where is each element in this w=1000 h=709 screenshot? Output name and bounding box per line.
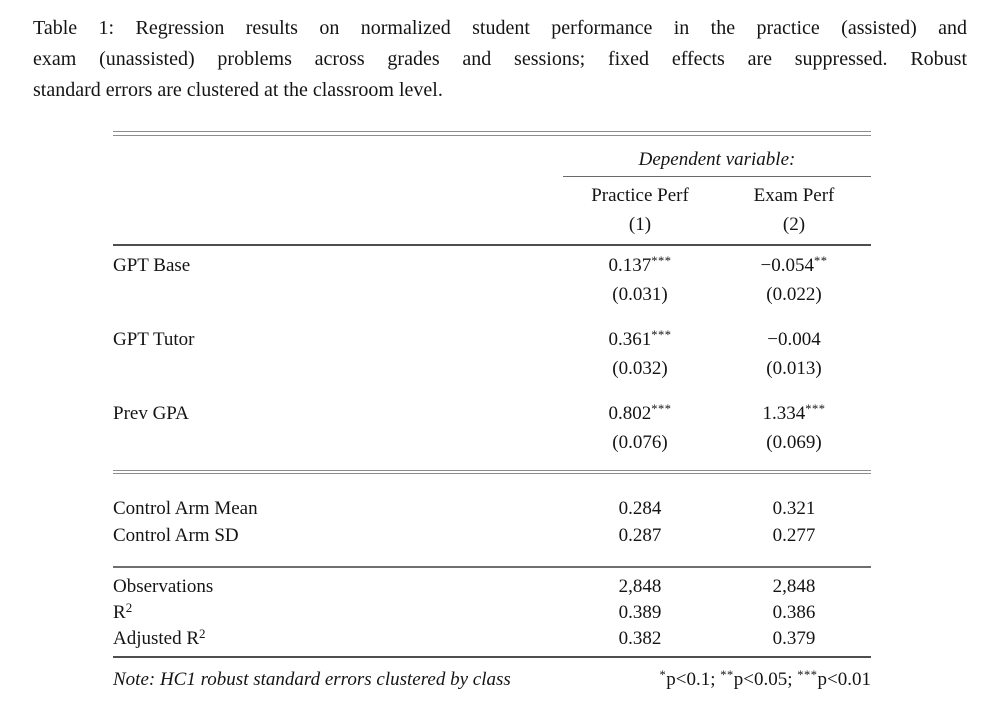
table-row-control-arm-sd: Control Arm SD 0.287 0.277 [113,522,871,549]
coef-label: GPT Tutor [113,328,195,350]
estimate: 0.361*** [563,326,717,355]
coef-cell: 0.137*** (0.031) [563,252,717,309]
std-error: (0.076) [612,431,668,453]
column-header-exam-perf: Exam Perf [753,184,835,206]
significance-text: p<0.1; [666,668,721,690]
significance-text: p<0.05; [733,668,798,690]
coef-row-gpt-base: GPT Base 0.137*** (0.031) −0.054** (0.02… [113,252,871,309]
row-label: Observations [113,574,563,600]
significance-stars: ** [720,667,734,682]
estimate-value: 0.137 [608,254,652,276]
significance-stars: *** [651,401,672,416]
significance-stars: * [659,667,667,682]
significance-stars: ** [813,253,828,268]
row-label-superscript: 2 [199,625,206,641]
table-row-observations: Observations 2,848 2,848 [113,574,871,600]
table-bottom-rule [113,655,871,658]
table-caption: Table 1: Regression results on normalize… [33,13,967,106]
cell-value: 2,848 [772,575,816,597]
coef-cell: −0.004 (0.013) [717,326,871,383]
mid-double-rule [113,469,871,474]
estimate: 0.802*** [563,400,717,429]
summary-bottom-rule [113,566,871,568]
std-error: (0.032) [612,357,668,379]
std-error: (0.069) [766,431,822,453]
column-header-spacer [113,184,563,208]
significance-text: p<0.01 [817,668,871,690]
column-number-spacer [113,213,563,237]
table-top-double-rule [113,131,871,136]
estimate-value: −0.004 [767,328,821,350]
row-label-superscript: 2 [125,599,133,615]
row-label: Control Arm SD [113,525,239,546]
caption-line-3: standard errors are clustered at the cla… [33,79,443,101]
significance-stars: *** [797,667,818,682]
cell-value: 0.386 [772,601,816,623]
coef-cell: 0.361*** (0.032) [563,326,717,383]
estimate-value: 0.361 [608,328,652,350]
cell-value: 0.287 [618,525,662,546]
caption-line-2: exam (unassisted) problems across grades… [33,48,967,70]
table-note: Note: HC1 robust standard errors cluster… [113,668,511,690]
row-label-text: Observations [113,575,214,597]
table-row-r-squared: R2 0.389 0.386 [113,600,871,626]
estimate-value: 0.802 [608,402,652,424]
estimate: 0.137*** [563,252,717,281]
row-label-text: R [113,601,126,623]
cell-value: 0.382 [618,627,662,649]
estimate-value: 1.334 [762,402,806,424]
significance-stars: *** [651,253,672,268]
caption-line-1: Table 1: Regression results on normalize… [33,17,967,39]
std-error: (0.031) [612,283,668,305]
dependent-variable-header: Dependent variable: [563,149,871,177]
row-label: Control Arm Mean [113,498,258,519]
column-header-practice-perf: Practice Perf [591,184,689,206]
coef-row-prev-gpa: Prev GPA 0.802*** (0.076) 1.334*** (0.06… [113,400,871,457]
coef-row-gpt-tutor: GPT Tutor 0.361*** (0.032) −0.004 (0.013… [113,326,871,383]
cell-value: 0.321 [772,498,816,519]
cell-value: 0.379 [772,627,816,649]
std-error: (0.013) [766,357,822,379]
cell-value: 0.277 [772,525,816,546]
statistics-section: Observations 2,848 2,848 R2 0.389 0.386 … [113,568,871,656]
table-row-control-arm-mean: Control Arm Mean 0.284 0.321 [113,495,871,522]
row-label: Adjusted R2 [113,626,563,652]
coef-cell: 1.334*** (0.069) [717,400,871,457]
cell-value: 0.389 [618,601,662,623]
header-bottom-rule [113,243,871,246]
cell-value: 0.284 [618,498,662,519]
column-number-2: (2) [782,213,806,235]
summary-section: Control Arm Mean 0.284 0.321 Control Arm… [113,474,871,566]
note-row: Note: HC1 robust standard errors cluster… [113,658,871,694]
estimate: −0.054** [717,252,871,281]
coefficients-section: GPT Base 0.137*** (0.031) −0.054** (0.02… [113,252,871,470]
significance-legend: *p<0.1; **p<0.05; ***p<0.01 [660,667,871,694]
column-names-row: Practice Perf Exam Perf [113,177,871,208]
dependent-variable-row: Dependent variable: [563,136,871,177]
estimate: 1.334*** [717,400,871,429]
row-label: R2 [113,600,563,626]
significance-stars: *** [805,401,826,416]
column-number-1: (1) [628,213,652,235]
coef-label: GPT Base [113,254,191,276]
estimate: −0.004 [717,326,871,355]
coef-cell: 0.802*** (0.076) [563,400,717,457]
significance-stars: *** [651,327,672,342]
coef-label: Prev GPA [113,402,189,424]
cell-value: 2,848 [618,575,662,597]
coef-cell: −0.054** (0.022) [717,252,871,309]
table-row-adjusted-r-squared: Adjusted R2 0.382 0.379 [113,626,871,652]
column-numbers-row: (1) (2) [113,208,871,244]
std-error: (0.022) [766,283,822,305]
regression-table: Dependent variable: Practice Perf Exam P… [113,131,871,694]
row-label-text: Adjusted R [113,627,200,649]
estimate-value: −0.054 [760,254,814,276]
